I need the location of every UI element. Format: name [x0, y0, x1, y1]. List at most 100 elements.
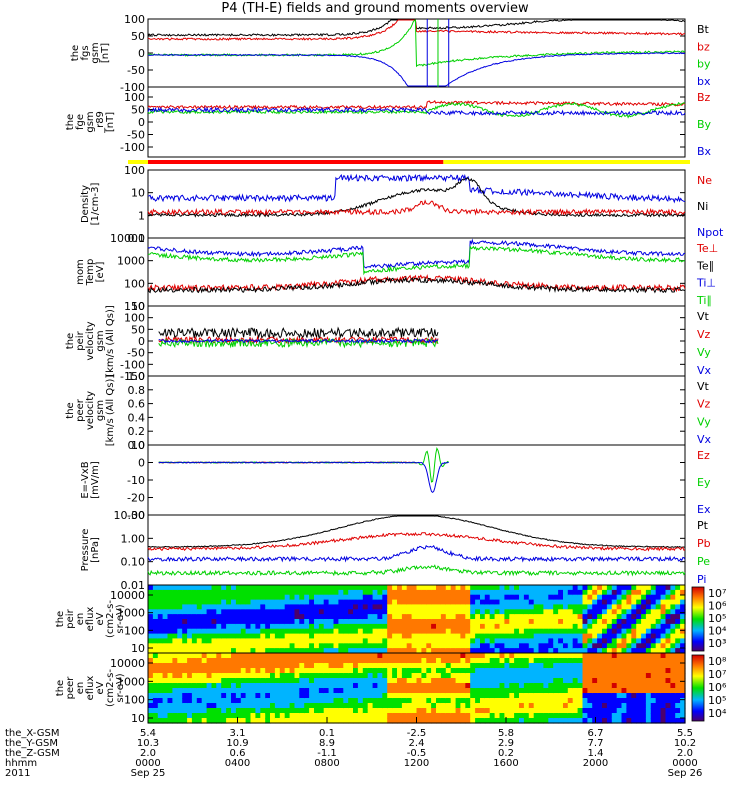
fgs-ylabel: thefgsgsm[nT] [70, 42, 111, 63]
fge-ytick-label: 100 [124, 91, 145, 104]
temp-tipar [147, 245, 686, 276]
fgs-ytick-label: -50 [127, 64, 145, 77]
fgs-ytick-label: 0 [138, 47, 145, 60]
xaxis-tick-label: 10.9 [226, 738, 248, 749]
peir_spec-ytick-label: 10000 [110, 589, 145, 602]
peir_spec-colorbar-tick: 10⁷ [708, 587, 726, 600]
xaxis-row-label-3: hhmm [5, 758, 37, 769]
peer_spec-colorbar-tick: 10⁵ [708, 694, 726, 707]
efield-frame [147, 444, 686, 516]
xaxis-tick-label: 0000 [672, 758, 697, 769]
panel-fgs: 100 50 0 -50 -100 thefgsgsm[nT] Bt bz by bx [70, 13, 711, 94]
xaxis-tick-label: 2.0 [677, 748, 693, 759]
pressure-ytick-label: 10.00 [114, 509, 146, 522]
xaxis-tick-label: 2000 [583, 758, 608, 769]
efield-legend-1: Ey [697, 476, 711, 489]
peer_spec-cells [148, 653, 686, 724]
xaxis-tick-label: 1600 [493, 758, 518, 769]
peer_spec-ytick-label: 10000 [110, 657, 145, 670]
efield-legend-2: Ex [697, 503, 711, 516]
pressure-ytick-label: 0.10 [121, 556, 146, 569]
fgs-bz [147, 19, 686, 41]
xaxis-tick-label: 8.9 [319, 738, 335, 749]
peir-legend-3: Vx [697, 364, 712, 377]
peir-vy [158, 337, 439, 349]
temp-legend-0: Te⊥ [696, 242, 718, 255]
efield-ytick-label: -30 [127, 509, 145, 522]
xaxis-tick-label: 5.4 [140, 728, 156, 739]
pressure-legend-2: Pe [697, 555, 710, 568]
peer_spec-ylabel: thepeerenefluxeV(cm2-s-sr-eV) [55, 669, 126, 707]
temp-legend-2: Ti⊥ [696, 277, 716, 290]
fgs-legend-3: bx [697, 75, 711, 88]
temp-ytick-label: 10 [131, 300, 145, 313]
xaxis-tick-label: 1.4 [588, 748, 604, 759]
xaxis-tick-label: -0.5 [407, 748, 427, 759]
xaxis-tick-label: 7.7 [588, 738, 604, 749]
peir_spec-colorbar-tick: 10³ [708, 637, 726, 650]
density-ytick-label: 0.1 [128, 232, 146, 245]
temp-tepar [147, 276, 686, 294]
temp-ytick-label: 100 [124, 277, 145, 290]
xaxis-row-label-4: 2011 [5, 768, 30, 779]
xaxis-row-label-0: the_X-GSM [5, 728, 59, 739]
xaxis-tick-label: 0.6 [230, 748, 246, 759]
peir_spec-ytick-label: 1000 [117, 607, 145, 620]
efield-ytick-label: -10 [127, 474, 145, 487]
peir-ytick-label: 100 [124, 312, 145, 325]
density-legend-0: Ne [697, 174, 712, 187]
peir_spec-colorbar-tick: 10⁴ [708, 625, 727, 638]
fgs-legend-1: bz [697, 40, 710, 53]
temp-ytick-label: 10000 [110, 232, 145, 245]
peer-ytick-label: 0.0 [128, 439, 146, 452]
efield-legend-0: Ez [697, 449, 710, 462]
pressure-legend-3: Pi [697, 573, 706, 586]
efield-ex [158, 461, 449, 494]
efield-ylabel: E=-VxB[mV/m] [80, 461, 101, 499]
pressure-pb [147, 532, 686, 552]
xaxis-tick-label: 6.7 [588, 728, 604, 739]
peer-frame [147, 375, 686, 446]
temp-legend-1: Te∥ [696, 259, 714, 272]
peir_spec-ytick-label: 10 [131, 642, 145, 655]
xaxis-tick-label: 5.5 [677, 728, 693, 739]
pressure-pe [147, 564, 686, 577]
peer-legend-1: Vz [697, 398, 711, 411]
peir-vx [158, 338, 439, 344]
peer_spec-ytick-label: 100 [124, 694, 145, 707]
peir-ytick-label: -150 [120, 370, 145, 383]
fge-ytick-label: 0 [138, 116, 145, 129]
xaxis-row-label-1: the_Y-GSM [5, 738, 58, 749]
pressure-ytick-label: 1.00 [121, 532, 146, 545]
xaxis-tick-label: 0400 [225, 758, 250, 769]
pressure-legend-1: Pb [697, 537, 711, 550]
peir-legend-0: Vt [697, 310, 710, 323]
peer-legend-2: Vy [697, 415, 711, 428]
peir_spec-colorbar-tick: 10⁵ [708, 612, 726, 625]
xaxis-tick-label: 5.8 [498, 728, 514, 739]
peer-ytick-label: 0.4 [128, 411, 146, 424]
panel-peer: 1.00.80.60.40.20.0 thepeervelocitygsm[km/… [65, 370, 712, 452]
density-ytick-label: 100 [124, 164, 145, 177]
xaxis-tick-label: Sep 26 [668, 768, 703, 779]
efield-ey [158, 446, 449, 483]
xaxis-tick-label: 10.2 [674, 738, 696, 749]
density-ytick-label: 1 [138, 209, 145, 222]
peir_spec-cells [148, 585, 686, 654]
xaxis-tick-label: 3.1 [230, 728, 246, 739]
temp-legend-3: Ti∥ [696, 294, 712, 307]
density-ylabel: Density[1/cm-3] [80, 183, 101, 226]
xaxis-tick-label: -1.1 [317, 748, 337, 759]
efield-ytick-label: -20 [127, 492, 145, 505]
peir-ytick-label: 50 [131, 323, 145, 336]
chart-title: P4 (TH-E) fields and ground moments over… [221, 1, 529, 16]
xaxis-tick-label: 0.2 [498, 748, 514, 759]
xaxis-tick-label: 1200 [404, 758, 429, 769]
fge-ytick-label: -50 [127, 129, 145, 142]
peir-ytick-label: -50 [127, 347, 145, 360]
fge-bx [147, 106, 686, 117]
fgs-legend-0: Bt [697, 23, 710, 36]
